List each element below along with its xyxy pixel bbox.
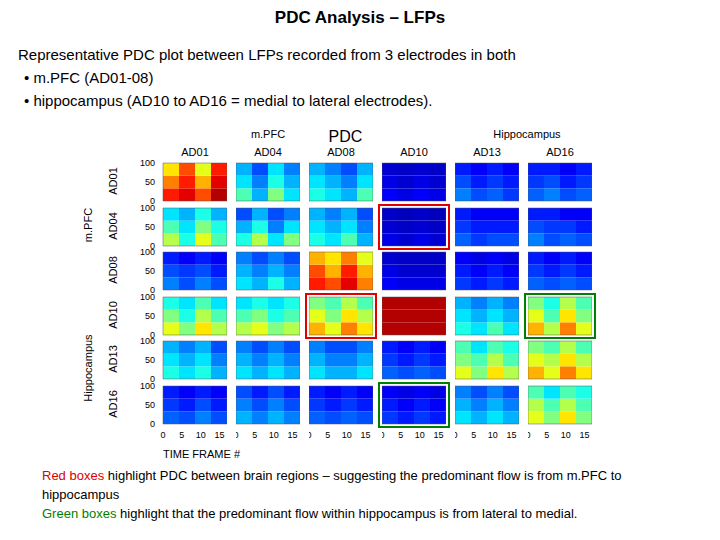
svg-text:10: 10 [342,430,352,440]
html-text:AD08: AD08 [107,256,119,284]
svg-text:5: 5 [398,430,403,440]
svg-text:100: 100 [140,381,155,391]
html-text:• hippocampus (AD10 to AD16 =: • hippocampus (AD10 to AD16 = medial to … [24,92,433,109]
html-text:m.PFC: m.PFC [82,207,94,242]
html-text:AD10: AD10 [400,146,428,158]
svg-text:5: 5 [252,430,257,440]
html-text:AD04: AD04 [107,211,119,240]
html-text:AD01: AD01 [107,167,119,195]
html-text:AD01: AD01 [181,146,209,158]
svg-text:15: 15 [360,430,370,440]
svg-text:100: 100 [140,203,155,213]
html-text:AD13: AD13 [107,345,119,373]
html-text:AD04: AD04 [254,146,282,158]
svg-text:0: 0 [382,430,385,440]
svg-text:100: 100 [140,292,155,302]
svg-text:0: 0 [455,430,458,440]
svg-text:50: 50 [145,400,155,410]
html-text:Representative PDC plot betwee: Representative PDC plot between LFPs rec… [18,46,516,63]
svg-text:0: 0 [150,419,155,429]
svg-text:100: 100 [140,336,155,346]
svg-text:15: 15 [287,430,297,440]
html-text:PDC Analysis – LFPs: PDC Analysis – LFPs [274,8,446,27]
html-text:Hippocampus: Hippocampus [82,334,94,402]
svg-text:50: 50 [145,266,155,276]
html-text:• m.PFC (AD01-08): • m.PFC (AD01-08) [24,69,154,86]
svg-text:15: 15 [506,430,516,440]
html-text:Red boxes highlight PDC betwee: Red boxes highlight PDC between brain re… [42,468,622,502]
html-text:TIME FRAME #: TIME FRAME # [163,447,240,460]
html-text:AD08: AD08 [327,146,355,158]
svg-text:0: 0 [160,430,165,440]
svg-text:100: 100 [140,247,155,257]
svg-text:50: 50 [145,311,155,321]
html-text:AD13: AD13 [473,146,501,158]
svg-text:50: 50 [145,355,155,365]
svg-text:10: 10 [269,430,279,440]
svg-text:10: 10 [488,430,498,440]
html-text:AD16: AD16 [107,389,119,418]
svg-text:15: 15 [433,430,443,440]
html-text:Green boxes highlight that the: Green boxes highlight that the predomina… [42,506,578,521]
html-text:m.PFC: m.PFC [250,128,286,140]
svg-text:100: 100 [140,158,155,168]
html-text:PDC: PDC [328,128,363,145]
svg-text:15: 15 [579,430,589,440]
svg-text:5: 5 [179,430,184,440]
svg-text:5: 5 [471,430,476,440]
svg-text:50: 50 [145,222,155,232]
svg-text:10: 10 [561,430,571,440]
svg-text:5: 5 [544,430,549,440]
svg-text:0: 0 [528,430,531,440]
svg-text:10: 10 [415,430,425,440]
svg-text:0: 0 [236,430,239,440]
svg-text:5: 5 [325,430,330,440]
svg-text:10: 10 [196,430,206,440]
html-text:AD10: AD10 [107,300,119,329]
html-text:AD16: AD16 [546,146,574,158]
svg-text:0: 0 [309,430,312,440]
svg-text:50: 50 [145,177,155,187]
html-text:Hippocampus: Hippocampus [493,128,561,140]
svg-text:15: 15 [214,430,224,440]
